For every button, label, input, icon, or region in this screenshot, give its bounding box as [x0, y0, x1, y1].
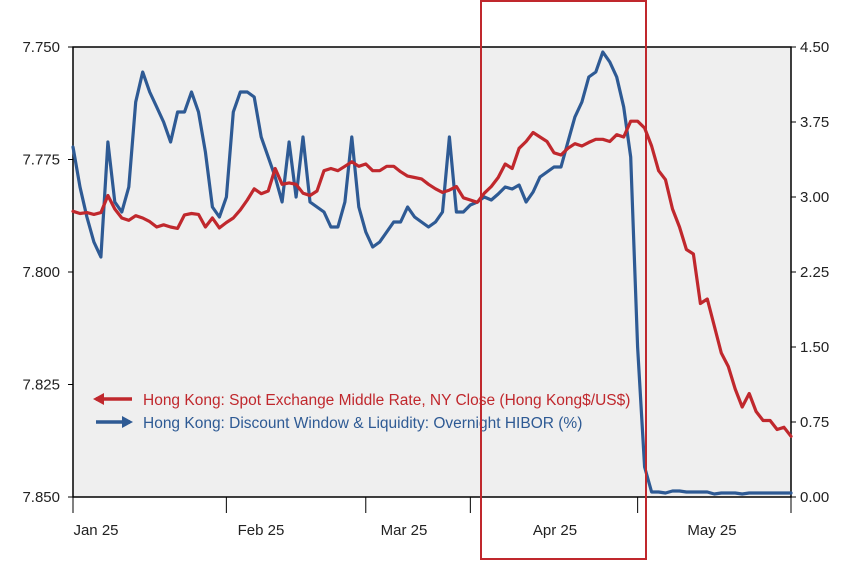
left-axis-tick-label: 7.800 — [22, 264, 60, 281]
x-axis-month-label: May 25 — [687, 522, 736, 539]
legend-entry-hibor: Hong Kong: Discount Window & Liquidity: … — [96, 415, 582, 432]
left-axis-tick-label: 7.750 — [22, 39, 60, 56]
left-axis-tick-label: 7.850 — [22, 489, 60, 506]
series-line-exchange-rate — [71, 119, 793, 438]
legend: Hong Kong: Spot Exchange Middle Rate, NY… — [93, 392, 630, 432]
right-axis-tick-label: 0.00 — [800, 489, 829, 506]
right-axis-tick-label: 3.75 — [800, 114, 829, 131]
x-axis-month-label: Feb 25 — [238, 522, 285, 539]
right-axis-tick-label: 4.50 — [800, 39, 829, 56]
plot-area — [72, 46, 792, 498]
x-axis-month-label: Jan 25 — [73, 522, 118, 539]
legend-arrow-hibor — [122, 416, 133, 428]
right-axis-tick-label: 1.50 — [800, 339, 829, 356]
right-axis-tick-label: 2.25 — [800, 264, 829, 281]
legend-arrow-exchange-rate — [93, 393, 104, 405]
left-axis-tick-label: 7.775 — [22, 152, 60, 169]
right-axis-tick-label: 3.00 — [800, 189, 829, 206]
x-axis-month-label: Apr 25 — [533, 522, 577, 539]
highlight-period-box — [480, 0, 647, 560]
series-line-hibor — [71, 50, 793, 496]
right-axis-tick-label: 0.75 — [800, 414, 829, 431]
left-axis-tick-label: 7.825 — [22, 377, 60, 394]
legend-entry-exchange-rate: Hong Kong: Spot Exchange Middle Rate, NY… — [93, 392, 630, 409]
legend-label-exchange-rate: Hong Kong: Spot Exchange Middle Rate, NY… — [143, 392, 630, 409]
legend-label-hibor: Hong Kong: Discount Window & Liquidity: … — [143, 415, 582, 432]
x-axis-month-label: Mar 25 — [381, 522, 428, 539]
